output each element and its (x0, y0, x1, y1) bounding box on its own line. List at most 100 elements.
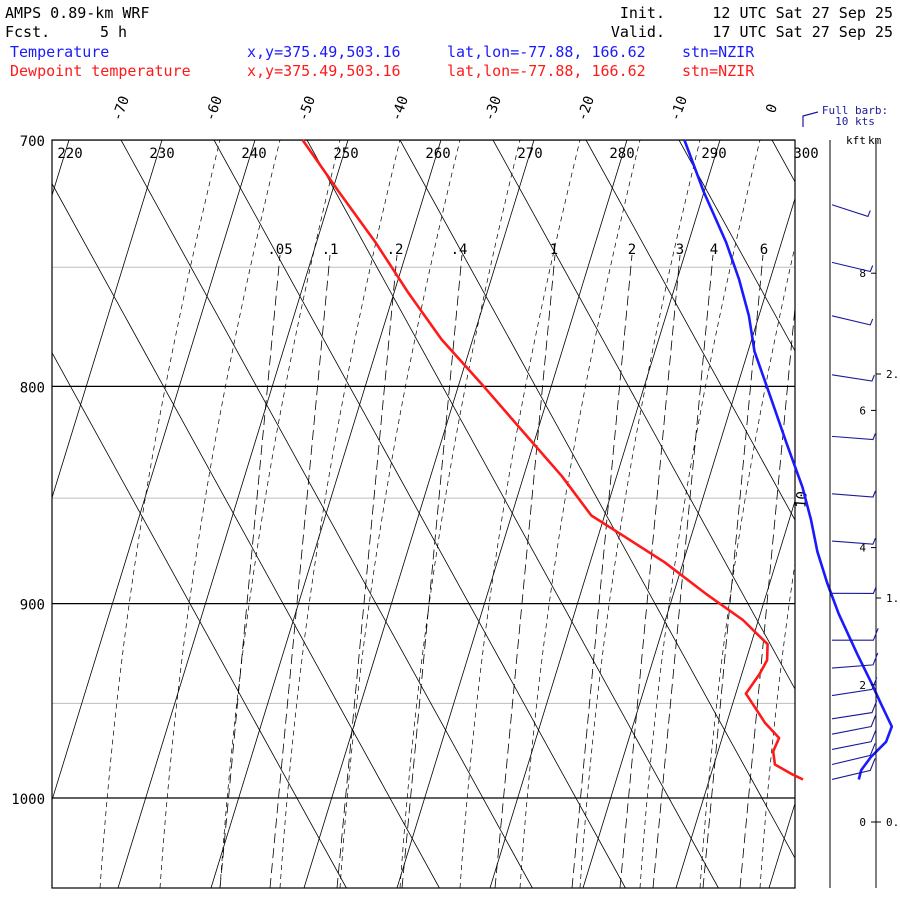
moist-adiabat (159, 140, 281, 888)
dry-adiabat (303, 140, 535, 888)
wind-barb (831, 700, 878, 720)
dry-adiabat (582, 197, 795, 888)
legend-temperature-xy: x,y=375.49,503.16 (247, 43, 401, 61)
legend-temperature-stn: stn=NZIR (682, 43, 755, 61)
wind-barb (831, 374, 875, 382)
mixing-ratio-label: 1 (550, 242, 558, 258)
mixing-ratio-label: .2 (387, 242, 404, 258)
barb-key-line2: 10 kts (835, 115, 875, 128)
legend-dewpoint-stn: stn=NZIR (682, 62, 755, 80)
temperature-tick-label: -30 (481, 94, 505, 123)
km-tick-label: 1. (886, 592, 899, 605)
legend-dewpoint-name: Dewpoint temperature (10, 62, 191, 80)
dry-adiabat (52, 140, 163, 500)
dry-adiabat (396, 140, 628, 888)
mixing-ratio-line (739, 303, 795, 888)
km-tick-label: 0. (886, 816, 899, 829)
kft-tick-label: 0 (859, 816, 866, 829)
temperature-tick-label: -10 (667, 94, 691, 123)
isotherm (120, 140, 533, 888)
wind-barb (831, 743, 876, 766)
mixing-ratio-line (269, 254, 331, 888)
moist-adiabat (339, 140, 461, 888)
dewpoint-profile (301, 139, 804, 781)
init-label: Init. (620, 4, 665, 22)
temperature-tick-label: 0 (763, 102, 781, 115)
wind-barb (831, 261, 874, 273)
fcst-label: Fcst. (5, 23, 50, 41)
isotherm (306, 140, 719, 888)
isotherm (678, 140, 795, 352)
isotherm (399, 140, 795, 860)
legend-temperature-name: Temperature (10, 43, 109, 61)
dry-adiabat (117, 140, 349, 888)
kft-tick-label: 8 (859, 267, 866, 280)
moist-adiabat (759, 561, 795, 888)
dry-adiabat (52, 140, 256, 802)
wind-barb (831, 315, 874, 326)
pressure-tick-label: 1000 (11, 792, 45, 808)
moist-adiabat (519, 140, 641, 888)
dry-adiabat-label: 220 (57, 146, 82, 162)
pressure-tick-label: 700 (20, 134, 45, 150)
temperature-tick-label: -50 (295, 94, 319, 123)
temperature-tick-label: -20 (574, 94, 598, 123)
legend-dewpoint-latlon: lat,lon=-77.88, 166.62 (447, 62, 646, 80)
isotherm (213, 140, 626, 888)
mixing-ratio-label: 6 (760, 242, 768, 258)
dry-adiabat (52, 140, 70, 197)
dry-adiabat (768, 802, 795, 888)
mixing-ratio-label: 3 (676, 242, 684, 258)
dry-adiabat (675, 499, 795, 888)
wind-barb (831, 537, 876, 545)
dry-adiabat-label: 260 (425, 146, 450, 162)
altitude-axis: kft km (846, 134, 882, 147)
dry-adiabat-label: 250 (333, 146, 358, 162)
legend: Temperature x,y=375.49,503.16 lat,lon=-7… (10, 43, 755, 80)
isotherm (865, 140, 900, 888)
kft-tick-label: 2 (859, 679, 866, 692)
isotherm (52, 182, 440, 888)
mixing-ratio-label: 2 (628, 242, 636, 258)
mixing-ratio-label: .05 (267, 242, 292, 258)
dry-adiabat-label: 290 (701, 146, 726, 162)
mixing-ratio-line (619, 254, 681, 888)
moist-adiabat (99, 140, 221, 888)
mixing-ratio-label: .4 (451, 242, 468, 258)
moist-adiabat (219, 140, 341, 888)
wind-barb (831, 652, 879, 669)
plot-frame (51, 139, 796, 889)
dry-adiabat-label: 240 (241, 146, 266, 162)
pressure-tick-label: 800 (20, 380, 45, 396)
dry-adiabat-label: 300 (793, 146, 818, 162)
dry-adiabat (862, 140, 900, 888)
wind-barb (831, 490, 876, 498)
dry-adiabat (210, 140, 442, 888)
barb-key-icon (802, 111, 819, 127)
isotherm (492, 140, 795, 690)
dry-adiabat (489, 140, 721, 888)
mixing-ratio-line (652, 254, 714, 888)
legend-dewpoint-xy: x,y=375.49,503.16 (247, 62, 401, 80)
moist-adiabat (699, 244, 795, 888)
wind-barb (831, 433, 876, 441)
legend-temperature-latlon: lat,lon=-77.88, 166.62 (447, 43, 646, 61)
mixing-ratio-label: .1 (322, 242, 339, 258)
wind-barb (831, 729, 877, 750)
km-tick-label: 2. (886, 368, 899, 381)
moist-adiabat (459, 140, 581, 888)
moist-adiabat (399, 140, 521, 888)
wind-barb (831, 758, 876, 780)
moist-adiabat (639, 140, 761, 888)
barb-key: Full barb: 10 kts (802, 104, 888, 128)
dry-adiabat-label: 280 (609, 146, 634, 162)
mixing-ratio-line (571, 254, 633, 888)
wind-barb (831, 204, 871, 218)
barb-key-line1: Full barb: (822, 104, 888, 117)
isotherm (585, 140, 795, 521)
kft-label: kft (846, 134, 866, 147)
km-label: km (868, 134, 882, 147)
wind-barb (831, 587, 877, 594)
model-title: AMPS 0.89-km WRF (5, 4, 150, 22)
